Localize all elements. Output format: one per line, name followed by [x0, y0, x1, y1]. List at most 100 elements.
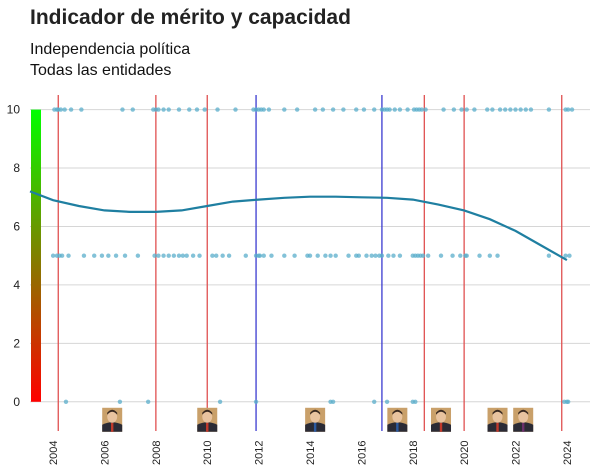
- chart-subtitle-line-1: Independencia política: [30, 41, 191, 58]
- x-tick-label-2016: 2016: [356, 441, 368, 465]
- data-point-5-20: [190, 253, 196, 258]
- portrait-tie: [522, 422, 525, 432]
- data-point-10-19: [233, 107, 238, 112]
- x-tick-label-2014: 2014: [305, 441, 317, 465]
- portrait-tie: [396, 422, 399, 432]
- data-point-10-64: [569, 107, 575, 112]
- data-point-10-52: [485, 107, 490, 112]
- portrait-face: [392, 410, 403, 423]
- x-tick-label-2008: 2008: [151, 441, 163, 465]
- x-tick-label-2006: 2006: [99, 441, 111, 465]
- data-point-10-58: [518, 107, 523, 112]
- portrait-tie: [111, 422, 114, 432]
- data-point-5-18: [180, 253, 186, 258]
- data-point-5-65: [546, 253, 552, 258]
- president-portrait-1: [197, 407, 218, 432]
- x-tick-label-2020: 2020: [459, 441, 471, 465]
- data-point-5-25: [226, 253, 232, 258]
- x-tick-label-2018: 2018: [408, 441, 420, 465]
- data-point-10-49: [459, 107, 464, 112]
- data-point-10-48: [451, 107, 457, 112]
- data-point-5-9: [113, 253, 119, 258]
- data-point-10-32: [354, 107, 359, 112]
- chart-subtitle-line-2: Todas las entidades: [30, 62, 172, 79]
- data-point-0-3: [217, 399, 223, 404]
- x-tick-label-2004: 2004: [48, 441, 60, 465]
- y-tick-label-8: 8: [13, 161, 20, 175]
- data-point-10-56: [508, 107, 513, 112]
- data-point-5-44: [369, 253, 374, 258]
- data-point-5-67: [567, 253, 572, 258]
- data-point-10-63: [565, 107, 571, 112]
- data-point-10-30: [330, 107, 336, 112]
- data-point-10-40: [397, 107, 403, 112]
- president-portrait-2: [305, 407, 326, 432]
- data-point-0-1: [117, 399, 123, 404]
- data-point-10-59: [523, 107, 528, 112]
- data-point-5-30: [261, 253, 266, 258]
- data-point-5-22: [210, 253, 215, 258]
- data-point-10-31: [341, 107, 346, 112]
- data-point-10-50: [464, 107, 469, 112]
- portrait-hair: [392, 409, 403, 415]
- data-point-5-42: [356, 253, 362, 258]
- x-tick-label-2012: 2012: [254, 441, 266, 465]
- data-point-5-23: [214, 253, 219, 258]
- data-point-5-64: [495, 253, 500, 258]
- data-point-5-55: [420, 253, 426, 258]
- data-point-5-49: [391, 253, 396, 258]
- data-point-0-7: [372, 399, 377, 404]
- president-portrait-0: [102, 407, 123, 432]
- president-portrait-5: [487, 407, 508, 432]
- data-point-10-38: [387, 107, 392, 112]
- data-point-10-7: [120, 107, 125, 112]
- data-point-5-14: [161, 253, 166, 258]
- data-point-10-51: [472, 107, 477, 112]
- data-point-5-62: [477, 253, 482, 258]
- data-point-10-34: [372, 107, 377, 112]
- data-point-10-26: [282, 107, 287, 112]
- y-tick-label-0: 0: [13, 395, 20, 409]
- data-point-10-5: [68, 107, 74, 112]
- data-point-5-8: [106, 253, 111, 258]
- portrait-face: [436, 410, 447, 423]
- data-point-10-6: [79, 107, 84, 112]
- portrait-face: [518, 410, 529, 423]
- data-point-5-58: [450, 253, 455, 258]
- data-point-10-41: [405, 107, 410, 112]
- data-point-10-55: [503, 107, 508, 112]
- x-axis-ticks: 2004 2006 2008 2010 2012 2014 2016 2018 2020 2022…: [48, 441, 574, 465]
- portrait-tie: [206, 422, 209, 432]
- data-point-5-7: [99, 253, 105, 258]
- data-point-10-18: [215, 107, 220, 112]
- data-point-5-40: [346, 253, 351, 258]
- data-point-5-59: [458, 253, 463, 258]
- data-point-10-53: [490, 107, 495, 112]
- data-point-5-32: [282, 253, 287, 258]
- data-point-10-27: [294, 107, 300, 112]
- portrait-face: [310, 410, 321, 423]
- data-point-10-57: [513, 107, 518, 112]
- data-point-5-16: [171, 253, 177, 258]
- data-point-10-11: [156, 107, 161, 112]
- data-point-10-3: [58, 107, 64, 112]
- data-point-10-16: [194, 107, 200, 112]
- portrait-hair: [107, 409, 118, 415]
- portrait-hair: [310, 409, 321, 415]
- data-point-5-3: [59, 253, 65, 258]
- data-point-5-48: [386, 253, 391, 258]
- y-tick-label-6: 6: [13, 219, 20, 233]
- president-portrait-3: [387, 407, 408, 432]
- portrait-tie: [439, 422, 443, 432]
- x-tick-label-2010: 2010: [202, 441, 214, 465]
- color-scale-bar: [31, 109, 41, 402]
- y-tick-label-4: 4: [13, 278, 20, 292]
- data-point-5-56: [425, 253, 431, 258]
- data-point-5-43: [364, 253, 369, 258]
- data-point-0-4: [253, 399, 259, 404]
- y-tick-label-2: 2: [13, 336, 20, 350]
- president-portrait-6: [513, 407, 534, 432]
- data-point-0-8: [384, 399, 390, 404]
